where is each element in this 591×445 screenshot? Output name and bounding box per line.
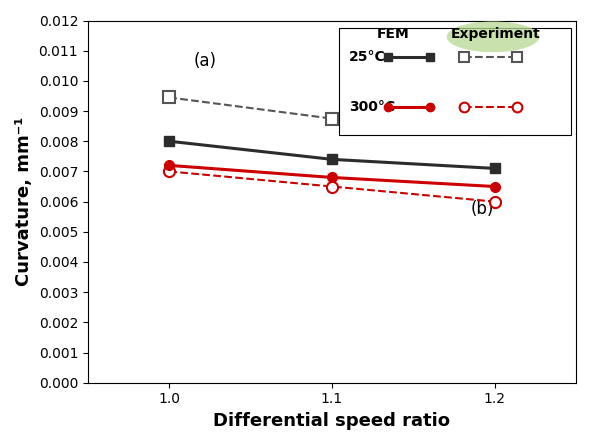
Ellipse shape	[447, 21, 540, 52]
Text: 25°C: 25°C	[349, 50, 386, 64]
Text: (b): (b)	[470, 200, 493, 218]
Text: (a): (a)	[194, 52, 217, 70]
X-axis label: Differential speed ratio: Differential speed ratio	[213, 412, 450, 430]
Text: Experiment: Experiment	[450, 27, 540, 41]
Text: FEM: FEM	[376, 27, 410, 41]
FancyBboxPatch shape	[339, 28, 571, 134]
Y-axis label: Curvature, mm⁻¹: Curvature, mm⁻¹	[15, 117, 33, 286]
Text: 300°C: 300°C	[349, 101, 395, 114]
